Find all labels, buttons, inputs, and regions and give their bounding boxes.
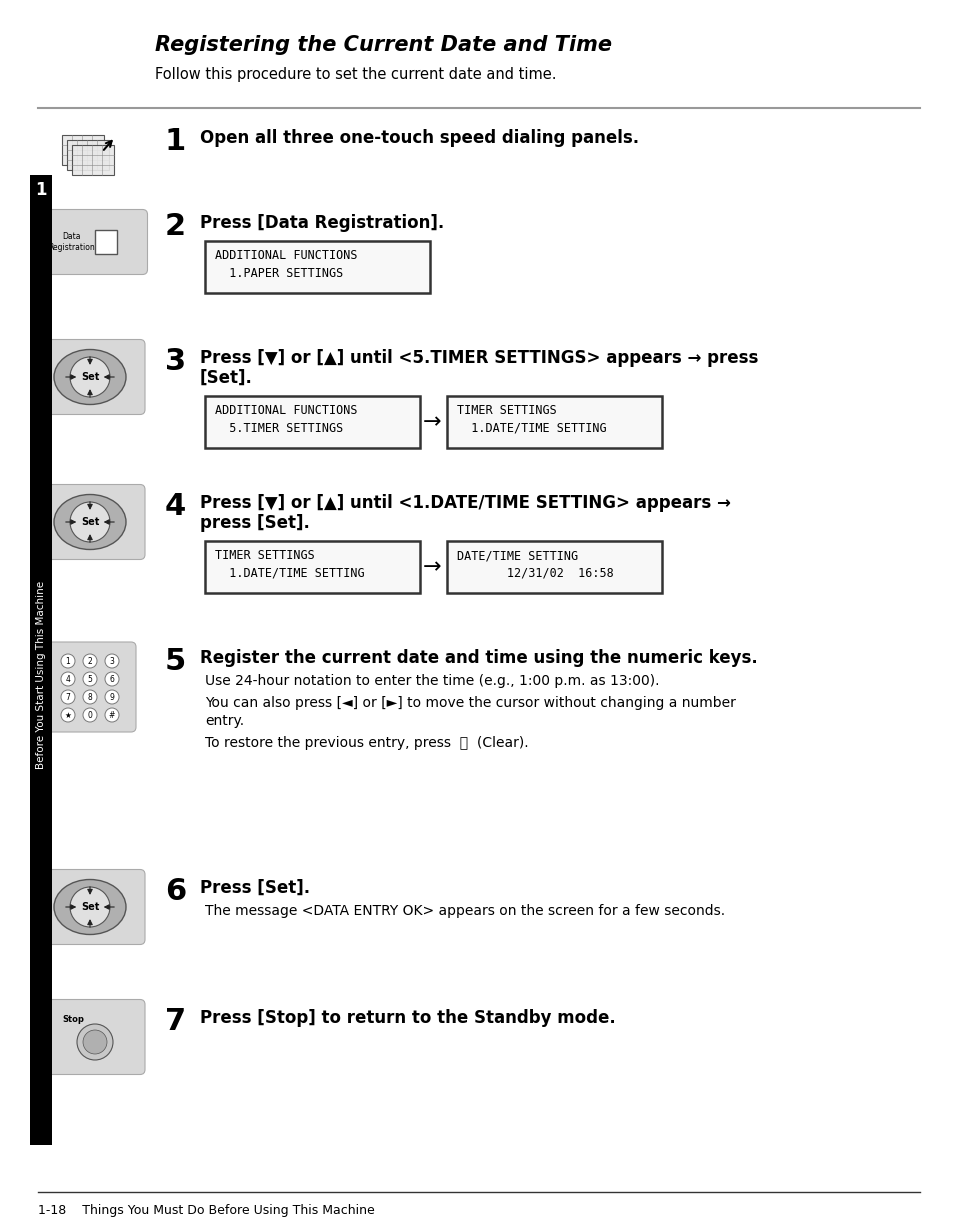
Text: ADDITIONAL FUNCTIONS: ADDITIONAL FUNCTIONS [214,249,357,263]
Bar [67,140,109,171]
Text: Press [Set].: Press [Set]. [200,879,310,897]
Text: 0: 0 [88,710,92,719]
Text: You can also press [◄] or [►] to move the cursor without changing a number: You can also press [◄] or [►] to move th… [205,696,735,710]
Text: Press [Data Registration].: Press [Data Registration]. [200,213,444,232]
Text: 9: 9 [110,692,114,702]
Text: 5.TIMER SETTINGS: 5.TIMER SETTINGS [214,422,343,434]
Circle shape [61,654,75,667]
Circle shape [105,690,119,704]
Text: Use 24-hour notation to enter the time (e.g., 1:00 p.m. as 13:00).: Use 24-hour notation to enter the time (… [205,674,659,688]
Bar [95,229,117,254]
Text: 5: 5 [88,675,92,683]
Text: →: → [422,412,441,432]
Circle shape [83,708,97,721]
Text: →: → [422,557,441,577]
Text: Press [▼] or [▲] until <1.DATE/TIME SETTING> appears →: Press [▼] or [▲] until <1.DATE/TIME SETT… [200,494,730,512]
Circle shape [70,887,110,928]
Text: Set: Set [81,372,99,382]
Circle shape [70,357,110,398]
Text: press [Set].: press [Set]. [200,514,310,533]
Text: 2: 2 [165,212,186,240]
Text: Register the current date and time using the numeric keys.: Register the current date and time using… [200,649,757,667]
Circle shape [83,690,97,704]
Bar [447,541,661,593]
Bar [205,541,419,593]
Bar [30,175,52,205]
Circle shape [83,1029,107,1054]
FancyBboxPatch shape [32,210,148,275]
Text: DATE/TIME SETTING: DATE/TIME SETTING [456,550,578,562]
Circle shape [83,672,97,686]
FancyBboxPatch shape [35,870,145,945]
Bar [62,135,104,164]
Text: 7: 7 [66,692,71,702]
Bar [205,396,419,448]
Text: 1: 1 [35,182,47,199]
Text: 1.DATE/TIME SETTING: 1.DATE/TIME SETTING [214,567,364,579]
Text: #: # [109,710,115,719]
Text: To restore the previous entry, press  ⓒ  (Clear).: To restore the previous entry, press ⓒ (… [205,736,528,750]
Text: TIMER SETTINGS: TIMER SETTINGS [214,550,314,562]
Text: Before You Start Using This Machine: Before You Start Using This Machine [36,580,46,769]
Text: 1: 1 [165,128,186,156]
Text: Data
Registration: Data Registration [49,232,95,252]
Circle shape [105,708,119,721]
Text: Registering the Current Date and Time: Registering the Current Date and Time [154,36,612,55]
Circle shape [61,690,75,704]
Text: 1.PAPER SETTINGS: 1.PAPER SETTINGS [214,266,343,280]
Text: 8: 8 [88,692,92,702]
FancyBboxPatch shape [35,485,145,560]
Text: entry.: entry. [205,714,244,728]
Text: 2: 2 [88,656,92,665]
Bar [447,396,661,448]
Bar [71,145,113,175]
Circle shape [77,1025,112,1060]
Text: 1: 1 [66,656,71,665]
Circle shape [61,672,75,686]
Text: TIMER SETTINGS: TIMER SETTINGS [456,404,557,417]
Text: 6: 6 [165,877,186,906]
Ellipse shape [54,494,126,550]
Circle shape [105,672,119,686]
Text: 12/31/02  16:58: 12/31/02 16:58 [456,567,613,579]
Circle shape [70,502,110,542]
Circle shape [83,654,97,667]
Circle shape [61,708,75,721]
FancyBboxPatch shape [44,642,136,733]
Text: Open all three one-touch speed dialing panels.: Open all three one-touch speed dialing p… [200,129,639,147]
Text: Press [▼] or [▲] until <5.TIMER SETTINGS> appears → press: Press [▼] or [▲] until <5.TIMER SETTINGS… [200,348,758,367]
FancyBboxPatch shape [35,1000,145,1075]
Text: The message <DATA ENTRY OK> appears on the screen for a few seconds.: The message <DATA ENTRY OK> appears on t… [205,904,724,918]
Text: 4: 4 [165,492,186,521]
Text: Follow this procedure to set the current date and time.: Follow this procedure to set the current… [154,67,556,82]
Text: 1-18    Things You Must Do Before Using This Machine: 1-18 Things You Must Do Before Using Thi… [38,1204,375,1217]
Text: Press [Stop] to return to the Standby mode.: Press [Stop] to return to the Standby mo… [200,1009,615,1027]
FancyBboxPatch shape [35,340,145,415]
Text: 6: 6 [110,675,114,683]
Text: ADDITIONAL FUNCTIONS: ADDITIONAL FUNCTIONS [214,404,357,417]
Ellipse shape [54,350,126,405]
Text: 1.DATE/TIME SETTING: 1.DATE/TIME SETTING [456,422,606,434]
Text: [Set].: [Set]. [200,369,253,387]
Text: 3: 3 [110,656,114,665]
Text: 3: 3 [165,347,186,375]
Text: Set: Set [81,517,99,528]
Text: 7: 7 [165,1007,186,1036]
Ellipse shape [54,880,126,935]
Bar [205,240,430,293]
Text: ★: ★ [65,710,71,719]
Circle shape [105,654,119,667]
Text: 5: 5 [165,647,186,676]
Text: Stop: Stop [62,1015,84,1025]
Text: 4: 4 [66,675,71,683]
Text: Set: Set [81,902,99,912]
Bar [30,205,52,1145]
